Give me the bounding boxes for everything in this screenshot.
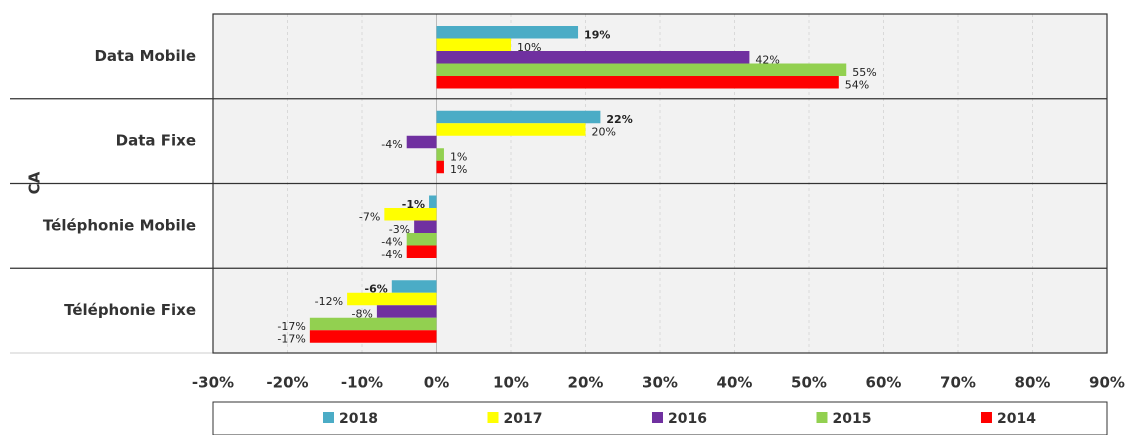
value-label: -4% [381,248,402,261]
legend-label: 2016 [668,411,707,427]
bar [347,292,437,306]
value-label: -4% [381,138,402,151]
bar [384,208,437,221]
plot-border [212,13,1108,354]
legend-swatch [487,412,499,423]
value-label: -12% [315,295,343,308]
x-tick-label: 10% [493,374,529,392]
x-tick-label: -20% [266,374,308,392]
value-label: 1% [450,163,467,176]
legend-label: 2017 [503,411,542,427]
value-label: 20% [592,126,616,139]
value-label: -17% [277,320,305,333]
category-label: Téléphonie Fixe [64,301,196,319]
legend-label: 2014 [997,411,1036,427]
bar [309,317,437,331]
value-label: -1% [402,198,425,211]
value-label: 19% [584,28,610,41]
x-tick-label: 30% [642,374,678,392]
value-label: -7% [359,210,380,223]
x-tick-label: -30% [192,374,234,392]
category-label: Téléphonie Mobile [43,216,196,234]
x-tick-label: 60% [866,374,902,392]
value-label: -4% [381,235,402,248]
bar [436,76,839,89]
bar [391,280,437,293]
bar [436,26,579,39]
bar [436,51,750,64]
legend-swatch [323,412,334,423]
x-tick-label: 90% [1089,374,1125,392]
value-label: -6% [365,283,388,296]
value-label: 22% [606,113,632,126]
legend-swatch [980,412,992,423]
x-tick-label: 0% [424,374,449,392]
legend-label: 2018 [339,411,378,427]
bar [309,330,437,343]
x-tick-label: 70% [940,374,976,392]
value-label: -8% [351,308,372,321]
value-label: 54% [845,78,869,91]
bar [436,63,847,76]
legend-label: 2015 [832,411,871,427]
bar [376,305,437,318]
value-label: -3% [389,223,410,236]
x-tick-label: 20% [568,374,604,392]
bar [436,148,444,161]
x-tick-label: 50% [791,374,827,392]
bar [406,245,437,258]
legend-swatch [651,412,663,423]
legend-swatch [816,412,828,423]
category-label: Data Mobile [94,47,196,65]
x-tick-label: -10% [341,374,383,392]
bar [429,195,437,208]
x-tick-label: 40% [717,374,753,392]
bar [436,123,586,136]
value-label: 1% [450,151,467,164]
value-label: 42% [755,53,779,66]
value-label: -17% [277,333,305,346]
bar [414,220,437,233]
bar [436,110,601,124]
category-label: Data Fixe [116,132,196,150]
bar [436,38,511,51]
x-tick-label: 80% [1015,374,1051,392]
bar [406,233,437,246]
bar [436,160,444,174]
y-axis-label: CA [26,171,44,194]
bar [406,135,437,149]
value-label: 10% [517,41,541,54]
value-label: 55% [852,66,876,79]
